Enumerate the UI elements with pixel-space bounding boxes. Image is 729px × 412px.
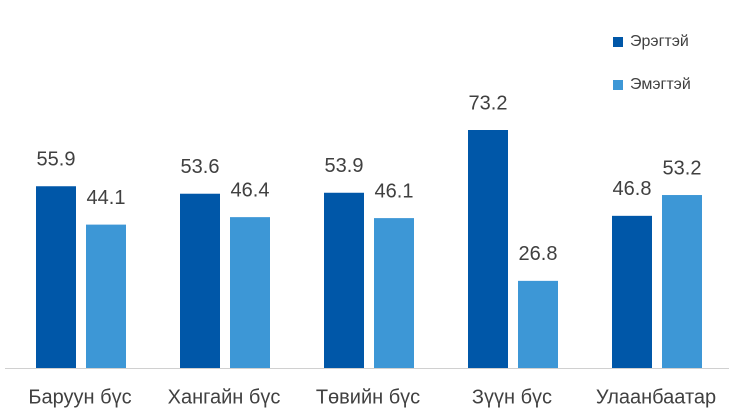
data-label: 53.9: [325, 155, 364, 177]
bar: [468, 130, 508, 368]
bar: [612, 215, 652, 368]
bar: [324, 192, 364, 368]
data-label: 53.6: [181, 156, 220, 178]
data-label: 46.8: [613, 178, 652, 200]
bar: [180, 193, 220, 368]
legend-swatch: [613, 80, 623, 90]
x-tick-label: Баруун бүс: [28, 386, 131, 408]
bar: [518, 280, 558, 368]
data-label: 26.8: [519, 243, 558, 265]
data-label: 44.1: [87, 187, 126, 209]
legend-swatch: [613, 37, 623, 47]
data-label: 53.2: [663, 157, 702, 179]
data-label: 73.2: [469, 92, 508, 114]
data-label: 55.9: [37, 149, 76, 171]
bar: [230, 217, 270, 368]
bar: [36, 186, 76, 368]
data-label: 46.1: [375, 180, 414, 202]
bar: [86, 224, 126, 368]
data-label: 46.4: [231, 179, 270, 201]
legend-label: Эмэгтэй: [630, 76, 691, 93]
x-tick-label: Улаанбаатар: [596, 386, 716, 408]
legend-label: Эрэгтэй: [630, 33, 689, 50]
x-tick-label: Хангайн бүс: [168, 386, 281, 408]
bar: [374, 218, 414, 368]
x-tick-label: Зүүн бүс: [472, 386, 552, 408]
bar: [662, 195, 702, 368]
x-tick-label: Төвийн бүс: [316, 386, 420, 408]
